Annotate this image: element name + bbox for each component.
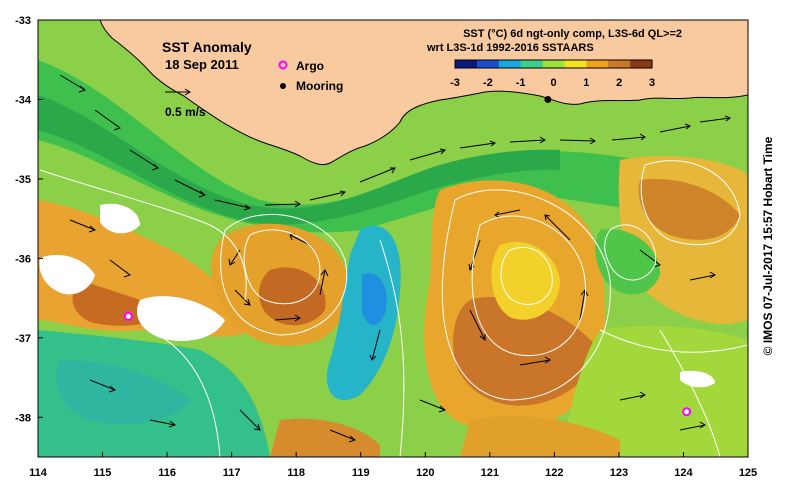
map-plot-area [38,20,748,457]
sea-level-contours [39,160,748,457]
southeast-region [560,325,748,457]
colorbar-tick-label: -3 [450,77,460,89]
southwest-cool-core [56,360,190,424]
southeast-warm-patch [460,416,620,457]
colorbar-tick-label: 0 [550,77,556,89]
credit-text: © IMOS 07-Jul-2017 15:57 Hobart Time [761,136,775,356]
current-vectors [59,74,732,443]
colorbar-swatch [586,60,609,68]
argo-legend-symbol [278,60,288,70]
colorbar-swatch [564,60,587,68]
west-cloud-gap-2 [136,296,225,341]
x-tick-label: 117 [223,467,241,479]
colorbar-tick-label: -2 [483,77,493,89]
latitude-axis: -33 -34 -35 -36 -37 -38 [15,15,43,424]
colorbar-swatch [520,60,544,68]
colorbar-gradient [455,60,653,68]
plot-frame [37,19,749,458]
x-tick-label: 116 [158,467,176,479]
colorbar-ticks: -3 -2 -1 0 1 2 3 [450,77,655,89]
mooring-marker [544,95,552,103]
land-mass [99,20,748,166]
vector-scale-arrow [165,88,191,96]
colorbar-frame [454,59,653,69]
colorbar-swatch [608,60,631,68]
map-date: 18 Sep 2011 [165,57,239,72]
argo-legend-label: Argo [296,59,324,73]
vector-scale-label: 0.5 m/s [165,105,206,119]
colorbar-tick-label: 3 [649,77,655,89]
y-tick-label: -33 [15,15,31,27]
map-title: SST Anomaly [162,39,252,55]
south-central-warm-patch [270,418,380,457]
x-tick-label: 119 [352,467,370,479]
y-tick-label: -37 [15,333,31,345]
longitude-axis: 114 115 116 117 118 119 120 121 122 123 124 125 [29,452,757,479]
colorbar: SST (°C) 6d ngt-only comp, L3S-6d QL>=2 … [426,28,682,89]
central-cold-core [362,273,387,326]
argo-floats [123,311,692,417]
x-tick-label: 121 [481,467,499,479]
colorbar-title-line-1: SST (°C) 6d ngt-only comp, L3S-6d QL>=2 [463,28,682,40]
west-cloud-gap-3 [100,203,140,234]
x-tick-label: 118 [287,467,305,479]
east-cool-tongue [595,229,660,295]
x-tick-label: 120 [416,467,434,479]
mooring-legend-label: Mooring [296,79,343,93]
warm-eddy-west-core [258,267,326,326]
shelf-green-band [38,60,748,233]
colorbar-swatch [542,60,565,68]
colorbar-tick-label: -1 [516,77,526,89]
colorbar-swatch [630,60,653,68]
east-warm-core [638,179,740,240]
y-tick-label: -38 [15,412,31,424]
x-tick-label: 123 [610,467,628,479]
x-tick-label: 114 [29,467,48,479]
colorbar-tick-label: 1 [583,77,589,89]
mooring-legend-symbol [280,83,286,89]
colorbar-tick-label: 2 [616,77,622,89]
colorbar-swatch [455,60,478,68]
y-tick-label: -35 [15,174,31,186]
x-tick-label: 115 [94,467,112,479]
colorbar-swatch [476,60,500,68]
x-tick-label: 125 [739,467,757,479]
argo-float-marker [123,311,133,321]
marker-legend: Argo Mooring [278,59,343,93]
argo-float-marker [682,407,692,417]
y-tick-label: -36 [15,253,31,265]
colorbar-swatch [498,60,522,68]
southeast-cloud-gap [680,370,715,388]
y-tick-label: -34 [15,94,32,106]
west-cloud-gap [39,254,95,295]
near-shore-strip [38,95,560,225]
x-tick-label: 122 [545,467,563,479]
colorbar-title-line-2: wrt L3S-1d 1992-2016 SSTAARS [426,42,594,54]
vector-scale: 0.5 m/s [165,88,206,119]
x-tick-label: 124 [674,467,693,479]
warm-eddy-central-core [453,297,596,406]
